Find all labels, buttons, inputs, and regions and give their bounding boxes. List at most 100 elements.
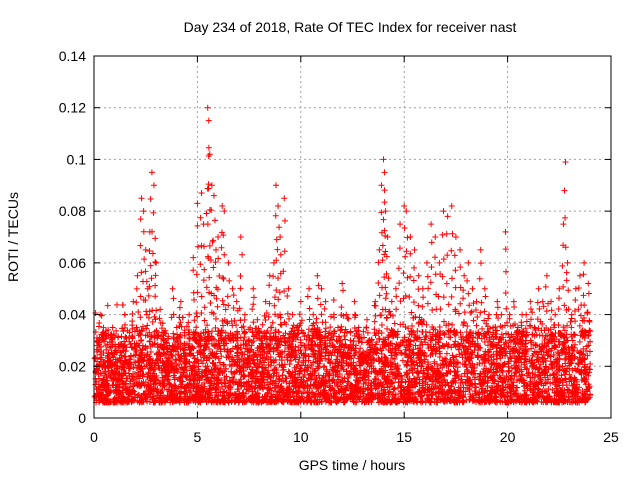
data-point [510,382,517,389]
data-point [372,376,379,383]
data-point [264,384,271,391]
data-point [406,378,413,385]
data-point [305,390,312,397]
data-point [445,396,452,403]
data-point [484,388,491,395]
data-point [117,340,124,347]
data-point [469,382,476,389]
data-point [390,391,397,398]
data-point [533,397,540,404]
data-point [115,334,122,341]
data-point [560,390,567,397]
data-point [146,361,153,368]
data-point [315,364,322,371]
data-point [167,381,174,388]
data-point [315,363,322,370]
data-point [206,394,213,401]
data-point [547,380,554,387]
data-point [178,369,185,376]
data-point [560,397,567,404]
data-point [424,365,431,372]
data-point [400,398,407,405]
data-point [340,394,347,401]
data-point [464,384,471,391]
data-point [277,349,284,356]
data-point [563,355,570,362]
data-point [235,342,242,349]
data-point [445,329,452,336]
data-point [291,364,298,371]
data-point [403,371,410,378]
data-point [122,348,129,355]
data-point [414,399,421,406]
data-point [122,333,129,340]
data-point [186,377,193,384]
data-point [350,359,357,366]
data-point [280,366,287,373]
data-point [533,392,540,399]
data-point [234,381,241,388]
data-point [312,367,319,374]
data-point [441,398,448,405]
data-point [247,369,254,376]
data-point [466,396,473,403]
data-point [95,375,102,382]
data-point [543,364,550,371]
data-point [315,390,322,397]
data-point [485,356,492,363]
data-point [206,346,213,353]
data-point [448,394,455,401]
data-point [577,396,584,403]
data-point [130,371,137,378]
data-point [345,374,352,381]
data-point [440,361,447,368]
data-point [344,393,351,400]
data-point [161,394,168,401]
data-point [488,384,495,391]
data-point [575,389,582,396]
data-point [464,354,471,361]
data-point [217,389,224,396]
data-point [159,329,166,336]
data-point [278,357,285,364]
data-point [333,337,340,344]
data-point [147,372,154,379]
data-point [357,362,364,369]
data-point [200,388,207,395]
data-point [242,398,249,405]
data-point [127,341,134,348]
data-point [205,368,212,375]
data-point [276,361,283,368]
data-point [202,329,209,336]
data-point [422,399,429,406]
data-point [443,395,450,402]
data-point [404,388,411,395]
data-point [100,324,107,331]
data-point [280,332,287,339]
data-point [501,377,508,384]
data-point [112,356,119,363]
data-point [435,375,442,382]
data-point [283,339,290,346]
data-point [409,390,416,397]
data-point [187,363,194,370]
data-point [458,373,465,380]
data-point [450,378,457,385]
data-point [136,382,143,389]
data-point [331,328,338,335]
data-point [333,368,340,375]
data-point [321,363,328,370]
data-point [343,396,350,403]
data-point [172,383,179,390]
data-point [150,367,157,374]
data-point [405,353,412,360]
data-point [135,369,142,376]
data-point [486,334,493,341]
data-point [500,379,507,386]
data-point [304,389,311,396]
data-point [530,363,537,370]
data-point [402,351,409,358]
data-point [487,373,494,380]
data-point [514,364,521,371]
data-point [258,398,265,405]
